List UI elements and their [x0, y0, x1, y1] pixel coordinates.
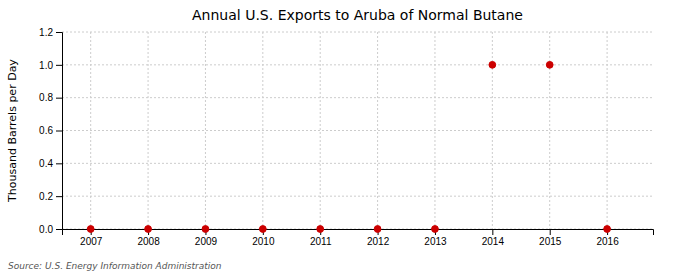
- y-axis-tick-mark: [56, 65, 62, 66]
- x-axis-tick-label: 2013: [424, 236, 447, 247]
- grid-line-x: [377, 32, 378, 229]
- grid-line-x: [205, 32, 206, 229]
- y-axis-domain: [56, 33, 63, 230]
- x-axis-tick-mark: [492, 229, 493, 235]
- y-axis-tick-mark: [56, 229, 62, 230]
- point: [87, 226, 94, 233]
- y-axis-tick-label: 1.0: [39, 60, 53, 71]
- point: [202, 226, 209, 233]
- x-axis-tick-label: 2010: [252, 236, 275, 247]
- plot-area: 2007 2008 2009 2010 2011 2012 2013 2014 2015 2016…: [39, 27, 653, 247]
- x-axis-tick-label: 2011: [310, 236, 332, 247]
- y-axis-tick-label: 0.2: [39, 191, 53, 202]
- point: [317, 226, 324, 233]
- grid: [62, 32, 653, 229]
- y-axis-tick-label: 0.8: [39, 92, 53, 103]
- x-axis-tick-label: 2008: [137, 236, 160, 247]
- y-axis: 0.0 0.2 0.4 0.6 0.8 1.0 1.2: [39, 27, 62, 235]
- y-axis-tick-mark: [56, 131, 62, 132]
- y-axis-tick-label: 0.0: [39, 224, 53, 235]
- point: [489, 61, 496, 68]
- grid-line-y: [62, 64, 653, 65]
- y-axis-tick-label: 1.2: [39, 27, 53, 38]
- grid-line-y: [62, 130, 653, 131]
- x-axis-tick-label: 2016: [596, 236, 619, 247]
- y-axis-tick-mark: [56, 196, 62, 197]
- y-axis-tick-mark: [56, 98, 62, 99]
- x-axis-tick-label: 2015: [539, 236, 562, 247]
- y-axis-tick: 0.4: [39, 158, 62, 169]
- point: [374, 226, 381, 233]
- y-axis-tick: 0.0: [39, 224, 62, 235]
- grid-line-y: [62, 32, 653, 33]
- y-axis-tick-label: 0.4: [39, 158, 53, 169]
- y-axis-tick: 1.2: [39, 27, 62, 38]
- chart: 2007 2008 2009 2010 2011 2012 2013 2014 2015 2016…: [0, 0, 675, 275]
- chart-container: 2007 2008 2009 2010 2011 2012 2013 2014 2015 2016…: [0, 0, 675, 275]
- point: [145, 226, 152, 233]
- y-axis-tick-label: 0.6: [39, 125, 53, 136]
- point: [546, 61, 553, 68]
- points: [87, 61, 610, 232]
- point: [432, 226, 439, 233]
- grid-line-y: [62, 163, 653, 164]
- y-axis-tick: 0.8: [39, 92, 62, 103]
- y-axis-tick-mark: [56, 163, 62, 164]
- y-axis-tick: 1.0: [39, 60, 62, 71]
- title: Annual U.S. Exports to Aruba of Normal B…: [192, 7, 523, 23]
- point: [604, 226, 611, 233]
- x-axis-tick-mark: [550, 229, 551, 235]
- x-axis-tick-label: 2007: [80, 236, 103, 247]
- x-axis-tick-label: 2012: [367, 236, 390, 247]
- point: [259, 226, 266, 233]
- x-axis-tick-label: 2009: [195, 236, 218, 247]
- y-axis-tick: 0.6: [39, 125, 62, 136]
- x-axis-tick: 2015: [539, 229, 562, 247]
- grid-line-y: [62, 97, 653, 98]
- y-axis-tick-mark: [56, 32, 62, 33]
- x-axis-tick-label: 2014: [482, 236, 505, 247]
- source-annotation: Source: U.S. Energy Information Administ…: [8, 261, 222, 271]
- x-axis-tick: 2014: [482, 229, 505, 247]
- grid-line-y: [62, 196, 653, 197]
- y-axis-label: Thousand Barrels per Day: [6, 59, 19, 203]
- y-axis-tick: 0.2: [39, 191, 62, 202]
